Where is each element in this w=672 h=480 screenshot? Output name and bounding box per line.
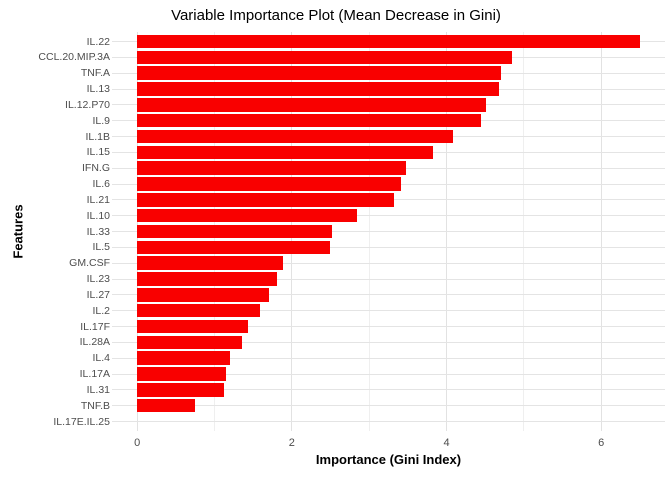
row-grid-line [112,389,665,391]
y-tick-label: IL.21 [86,193,110,206]
row-grid-line [112,246,665,248]
y-tick-label: IL.6 [92,178,110,190]
x-tick-label: 4 [443,437,450,449]
y-tick-label: IL.15 [86,146,110,159]
y-tick-label: CCL.20.MIP.3A [38,51,110,64]
importance-bar [137,145,433,160]
row-grid-line [112,310,665,312]
row-grid-line [112,262,665,264]
y-tick-label: IL.5 [92,241,110,254]
y-tick-label: TNF.B [80,399,110,412]
x-tick-label: 0 [134,437,141,449]
y-tick-label: TNF.A [80,67,110,80]
importance-bar [137,129,453,144]
importance-bar [137,319,249,334]
chart-title: Variable Importance Plot (Mean Decrease … [171,7,501,24]
y-tick-label: IL.12.P70 [65,98,110,111]
importance-bar [137,66,502,80]
row-grid-line [112,231,665,232]
y-tick-label: IL.2 [92,304,110,317]
y-tick-label: IL.1B [85,130,110,143]
y-tick-label: IL.17F [80,320,110,333]
x-tick-label: 2 [288,437,295,449]
y-tick-label: IL.33 [86,225,110,238]
y-tick-label: IL.31 [86,383,110,396]
importance-bar [137,272,278,286]
importance-bar [137,398,196,413]
row-grid-line [112,421,665,422]
y-tick-label: IL.13 [86,83,110,95]
x-tick-label: 6 [598,437,605,449]
row-grid-line [112,278,665,280]
importance-bar [137,193,394,207]
row-grid-line [112,215,665,217]
importance-bar [137,288,269,302]
y-tick-label: IL.10 [86,209,110,222]
importance-bar [137,367,227,381]
y-tick-label: GM.CSF [69,257,110,270]
y-tick-label: IL.9 [92,114,110,127]
importance-bar [137,383,224,397]
importance-bar [137,161,407,175]
importance-bar [137,256,283,270]
importance-bar [137,335,243,350]
importance-bar [137,240,331,255]
importance-bar [137,82,500,96]
y-tick-label: IL.23 [86,273,110,285]
importance-bar [137,50,513,65]
importance-bar [137,224,333,239]
y-tick-label: IL.17A [79,368,110,380]
y-tick-label: IFN.G [82,162,110,175]
x-axis-title: Importance (Gini Index) [315,452,462,467]
importance-bar [137,113,481,128]
importance-bar [137,351,230,365]
row-grid-line [112,294,665,296]
y-tick-label: IL.22 [86,35,110,48]
row-grid-line [112,341,665,343]
importance-bar [137,34,640,49]
y-tick-label: IL.4 [92,352,110,365]
importance-bar [137,303,261,318]
importance-bar [137,98,486,112]
row-grid-line [112,405,665,407]
y-tick-label: IL.28A [79,336,110,349]
y-tick-label: IL.27 [86,288,110,301]
importance-bar [137,208,357,223]
row-grid-line [112,373,665,375]
row-grid-line [112,326,665,327]
importance-bar [137,177,401,191]
row-grid-line [112,357,665,359]
y-tick-label: IL.17E.IL.25 [53,415,110,428]
